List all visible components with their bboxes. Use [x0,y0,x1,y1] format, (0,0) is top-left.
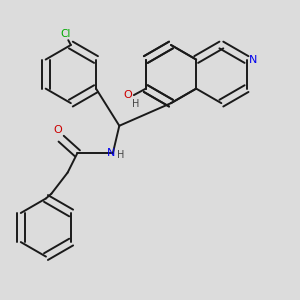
Text: H: H [132,99,140,109]
Text: O: O [53,125,62,136]
Text: N: N [249,55,257,64]
Text: N: N [107,148,116,158]
Text: H: H [117,150,124,160]
Text: O: O [124,90,132,100]
Text: Cl: Cl [61,29,71,39]
